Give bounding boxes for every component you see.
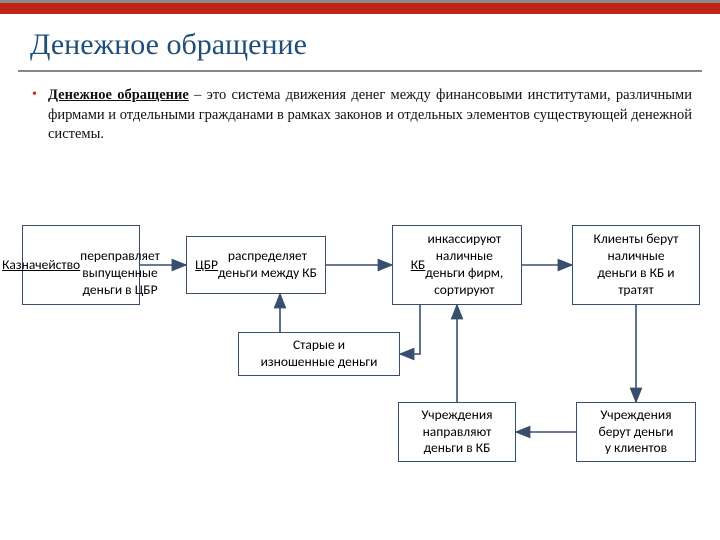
flowchart-node-n2: ЦБР распределяетденьги между КБ (186, 236, 326, 294)
flowchart-node-n1: Казначействопереправляетвыпущенныеденьги… (22, 225, 140, 305)
flowchart-node-n4: Клиенты берутналичныеденьги в КБ итратят (572, 225, 700, 305)
bullet-marker: • (32, 86, 37, 105)
flowchart-node-n6: Учреждениянаправляютденьги в КБ (398, 402, 516, 462)
definition-paragraph: • Денежное обращение – это система движе… (48, 86, 692, 145)
title-underline (18, 70, 702, 72)
slide-title: Денежное обращение (30, 28, 307, 62)
flowchart-node-n7: Учрежденияберут деньгиу клиентов (576, 402, 696, 462)
flowchart-node-n3: КБ инкассируютналичныеденьги фирм,сортир… (392, 225, 522, 305)
accent-stripe (0, 0, 720, 14)
flowchart-node-n5: Старые иизношенные деньги (238, 332, 400, 376)
definition-term: Денежное обращение (48, 87, 189, 103)
